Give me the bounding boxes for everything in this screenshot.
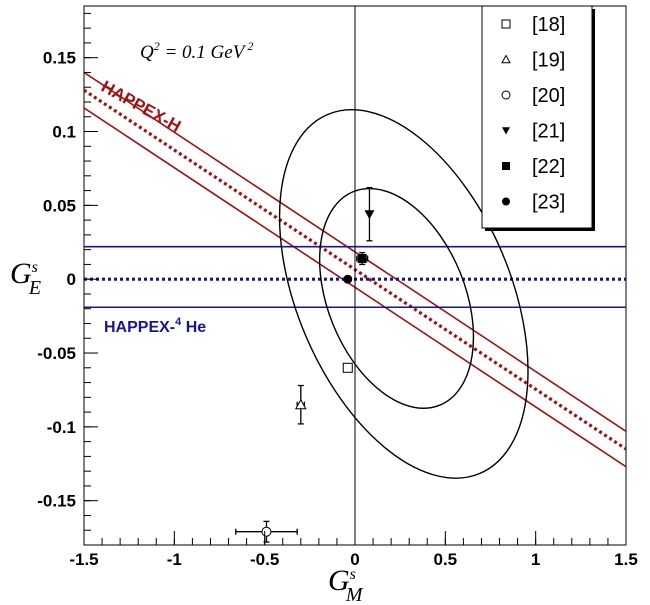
legend-label: [21] [532, 121, 565, 143]
happex-he-label: HAPPEX-4 He [104, 316, 206, 336]
x-tick-label: 1 [531, 550, 540, 569]
legend-marker-23 [502, 197, 510, 206]
y-tick-label: 0.05 [43, 196, 76, 215]
point-21 [364, 210, 375, 220]
legend-box [481, 5, 593, 229]
legend-marker-21 [502, 127, 510, 135]
x-tick-label: 0 [350, 550, 359, 569]
legend: [18] [19] [20] [21] [22] [23] [481, 5, 595, 231]
q2-annotation: Q2 = 0.1 GeV 2 [140, 39, 253, 63]
x-tick-label: 1.5 [614, 550, 638, 569]
x-tick-label: 0.5 [434, 550, 458, 569]
y-tick-label: -0.05 [37, 344, 76, 363]
point-18 [342, 362, 353, 373]
x-tick-label: -1.5 [69, 550, 98, 569]
legend-label: [19] [532, 50, 565, 72]
point-22 [357, 254, 367, 264]
legend-marker-22 [502, 162, 510, 170]
point-19 [294, 398, 307, 410]
points-layer [235, 186, 375, 543]
y-tick-label: 0.1 [52, 123, 76, 142]
contour-ellipse-2 [318, 187, 475, 409]
y-tick-label: -0.1 [47, 418, 76, 437]
legend-label: [23] [532, 192, 565, 214]
ticks-layer [83, 12, 627, 545]
legend-marker-19 [501, 54, 511, 64]
point-23 [343, 274, 353, 284]
y-tick-label: 0 [67, 270, 76, 289]
contour-ellipse-1 [278, 109, 529, 479]
legend-label: [22] [532, 156, 565, 178]
point-20 [261, 526, 272, 537]
x-axis-title: Gs M [328, 564, 364, 605]
y-tick-label: 0.15 [43, 49, 76, 68]
x-tick-label: -1 [167, 550, 182, 569]
legend-label: [18] [532, 14, 565, 36]
y-axis-title: Gs E [10, 257, 41, 299]
x-tick-label: -0.5 [250, 550, 279, 569]
ellipse-layer [278, 109, 529, 479]
legend-marker-18 [501, 19, 511, 29]
tick-labels-layer: -1.5 -1 -0.5 0 0.5 1 1.5 -0.15 -0.1 -0.05 0 0.05 0.1… [37, 49, 638, 569]
y-tick-label: -0.15 [37, 492, 76, 511]
legend-marker-20 [501, 90, 511, 100]
legend-label: [20] [532, 85, 565, 107]
